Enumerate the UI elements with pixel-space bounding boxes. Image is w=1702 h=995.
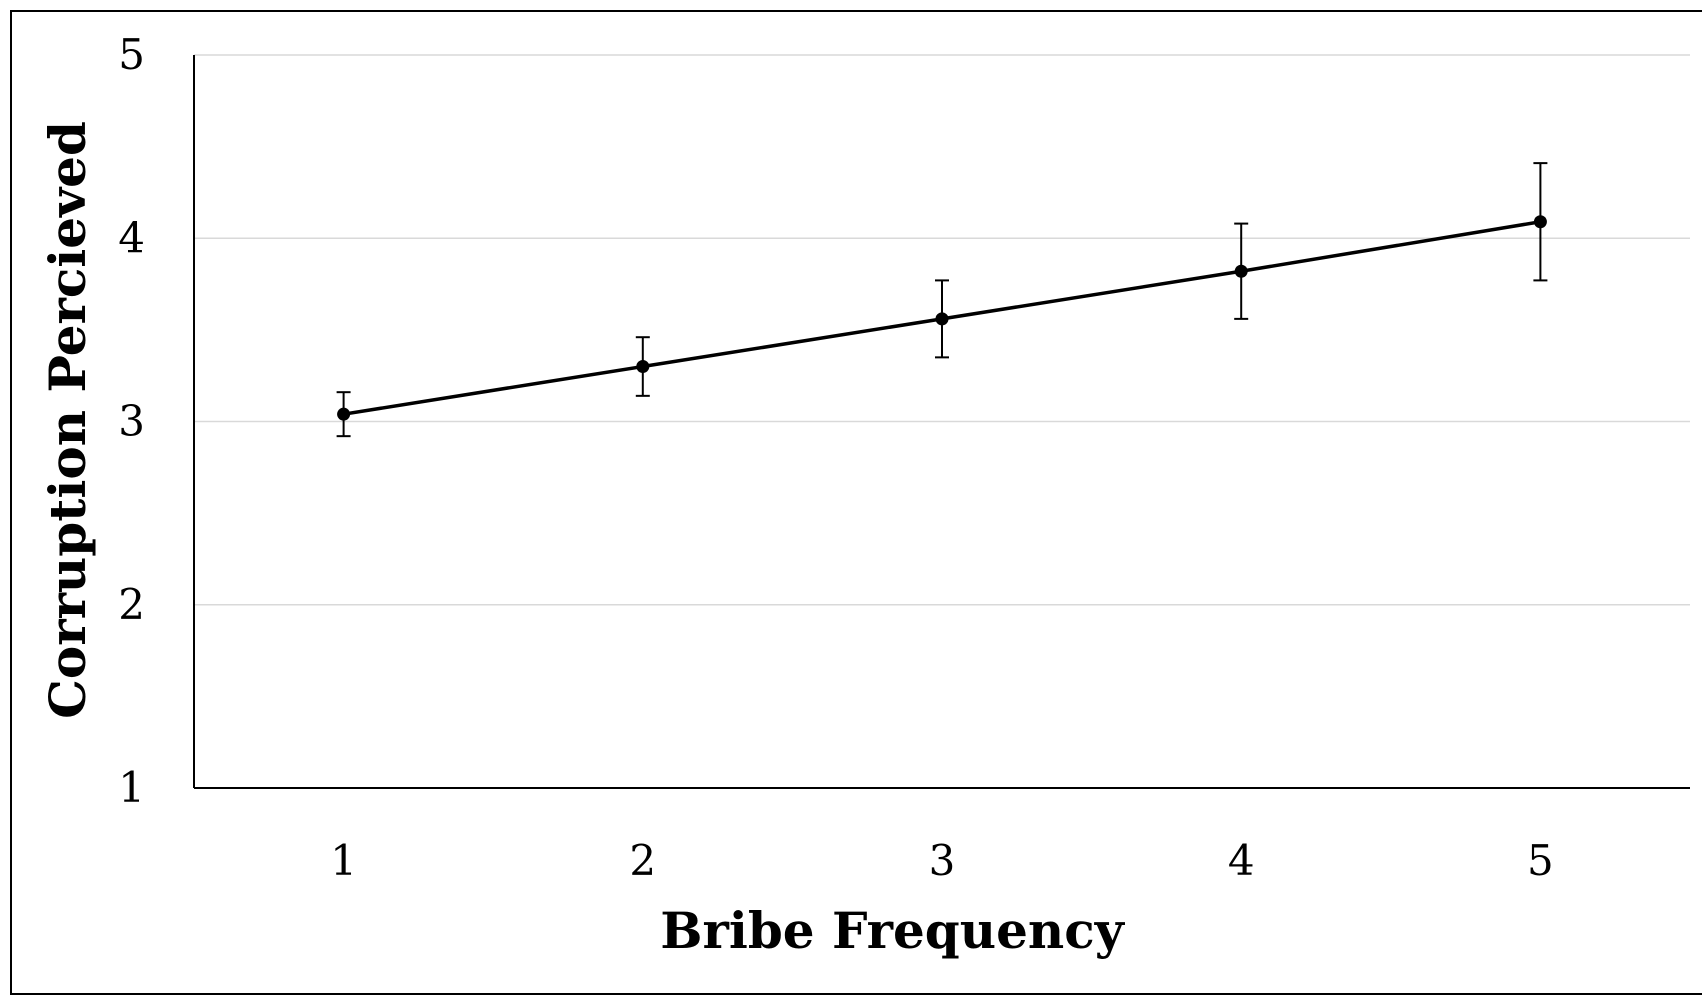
x-tick-label: 5	[1527, 836, 1554, 885]
axes	[193, 55, 1690, 789]
data-point	[1533, 215, 1547, 229]
y-tick-label: 2	[118, 580, 145, 629]
y-tick-label: 1	[118, 763, 145, 812]
data-point	[935, 312, 949, 326]
x-tick-label: 1	[330, 836, 357, 885]
series-0	[336, 162, 1548, 438]
grid-lines	[194, 54, 1690, 606]
chart-frame	[10, 10, 1702, 995]
y-tick-label: 5	[118, 30, 145, 79]
x-tick-label: 4	[1228, 836, 1255, 885]
data-point	[337, 407, 351, 421]
x-axis-title: Bribe Frequency	[660, 901, 1125, 960]
y-tick-label: 3	[118, 397, 145, 446]
y-axis-title: Corruption Percieved	[38, 121, 97, 719]
x-tick-labels: 1 2 3 4 5	[330, 836, 1554, 885]
x-tick-label: 3	[929, 836, 956, 885]
series-layer	[336, 162, 1548, 438]
y-tick-labels: 1 2 3 4 5	[118, 30, 145, 812]
data-point	[636, 360, 650, 374]
y-tick-label: 4	[118, 213, 145, 262]
data-point	[1234, 264, 1248, 278]
x-tick-label: 2	[629, 836, 656, 885]
